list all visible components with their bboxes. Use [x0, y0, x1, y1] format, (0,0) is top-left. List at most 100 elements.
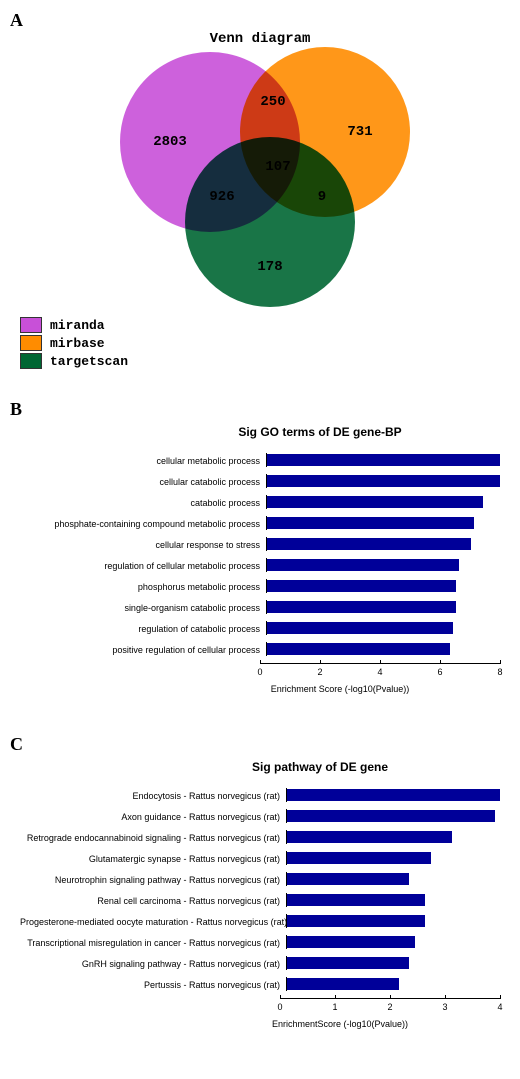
- bar-row: Pertussis - Rattus norvegicus (rat): [20, 974, 500, 993]
- venn-title: Venn diagram: [10, 31, 510, 47]
- bar-category: cellular response to stress: [155, 540, 260, 550]
- bar-category: catabolic process: [190, 498, 260, 508]
- legend-label: miranda: [50, 318, 105, 333]
- venn-count: 250: [260, 94, 285, 110]
- panel-a-label: A: [10, 10, 510, 31]
- panel-b: B Sig GO terms of DE gene-BP cellular me…: [10, 399, 510, 694]
- bar-row: Retrograde endocannabinoid signaling - R…: [20, 827, 500, 846]
- bar-category: regulation of catabolic process: [138, 624, 260, 634]
- bar-rect: [287, 852, 431, 864]
- bar-rect: [267, 517, 474, 529]
- bar-row: cellular catabolic process: [20, 471, 500, 490]
- bar-row: positive regulation of cellular process: [20, 639, 500, 658]
- chart-b-bars: cellular metabolic process cellular catab…: [20, 449, 500, 659]
- bar-rect: [287, 957, 409, 969]
- axis-tick-label: 3: [442, 1002, 447, 1012]
- bar-category: Pertussis - Rattus norvegicus (rat): [144, 980, 280, 990]
- bar-rect: [267, 622, 453, 634]
- bar-category: Glutamatergic synapse - Rattus norvegicu…: [89, 854, 280, 864]
- bar-rect: [267, 475, 500, 487]
- bar-rect: [267, 454, 500, 466]
- bar-row: GnRH signaling pathway - Rattus norvegic…: [20, 953, 500, 972]
- bar-rect: [287, 978, 399, 990]
- chart-c-axis: 01234: [280, 998, 500, 1017]
- bar-row: regulation of catabolic process: [20, 618, 500, 637]
- bar-rect: [267, 601, 456, 613]
- bar-category: cellular catabolic process: [159, 477, 260, 487]
- go-terms-chart: Sig GO terms of DE gene-BP cellular meta…: [10, 425, 510, 694]
- bar-rect: [267, 496, 483, 508]
- venn-diagram: 28032507319261079178: [110, 47, 410, 307]
- bar-row: Axon guidance - Rattus norvegicus (rat): [20, 806, 500, 825]
- axis-tick-label: 0: [257, 667, 262, 677]
- bar-category: phosphate-containing compound metabolic …: [54, 519, 260, 529]
- pathway-chart: Sig pathway of DE gene Endocytosis - Rat…: [10, 760, 510, 1029]
- bar-rect: [267, 580, 456, 592]
- axis-tick-label: 2: [387, 1002, 392, 1012]
- chart-c-title: Sig pathway of DE gene: [140, 760, 500, 774]
- venn-legend: miranda mirbase targetscan: [20, 317, 510, 369]
- bar-category: Endocytosis - Rattus norvegicus (rat): [132, 791, 280, 801]
- legend-item: mirbase: [20, 335, 510, 351]
- chart-b-title: Sig GO terms of DE gene-BP: [140, 425, 500, 439]
- bar-rect: [287, 936, 415, 948]
- chart-c-bars: Endocytosis - Rattus norvegicus (rat) Axo…: [20, 784, 500, 994]
- legend-label: mirbase: [50, 336, 105, 351]
- bar-rect: [287, 894, 425, 906]
- bar-category: Transcriptional misregulation in cancer …: [27, 938, 280, 948]
- panel-c-label: C: [10, 734, 510, 755]
- axis-tick-label: 4: [377, 667, 382, 677]
- venn-count: 926: [209, 189, 234, 205]
- axis-tick-label: 6: [437, 667, 442, 677]
- panel-c: C Sig pathway of DE gene Endocytosis - R…: [10, 734, 510, 1029]
- bar-rect: [287, 873, 409, 885]
- bar-row: Progesterone-mediated oocyte maturation …: [20, 911, 500, 930]
- bar-rect: [267, 538, 471, 550]
- bar-row: cellular metabolic process: [20, 450, 500, 469]
- chart-c-xlabel: EnrichmentScore (-log10(Pvalue)): [180, 1019, 500, 1029]
- bar-rect: [287, 831, 452, 843]
- bar-category: cellular metabolic process: [156, 456, 260, 466]
- bar-row: Neurotrophin signaling pathway - Rattus …: [20, 869, 500, 888]
- axis-tick-label: 4: [497, 1002, 502, 1012]
- venn-count: 107: [265, 159, 290, 175]
- venn-count: 9: [318, 189, 326, 205]
- legend-swatch: [20, 317, 42, 333]
- legend-item: miranda: [20, 317, 510, 333]
- bar-category: Retrograde endocannabinoid signaling - R…: [27, 833, 280, 843]
- bar-category: Neurotrophin signaling pathway - Rattus …: [55, 875, 280, 885]
- bar-category: GnRH signaling pathway - Rattus norvegic…: [82, 959, 280, 969]
- bar-rect: [267, 643, 450, 655]
- bar-row: Renal cell carcinoma - Rattus norvegicus…: [20, 890, 500, 909]
- bar-rect: [287, 810, 495, 822]
- bar-category: phosphorus metabolic process: [138, 582, 260, 592]
- panel-a: A Venn diagram 28032507319261079178 mira…: [10, 10, 510, 369]
- bar-rect: [287, 915, 425, 927]
- legend-label: targetscan: [50, 354, 128, 369]
- chart-b-xlabel: Enrichment Score (-log10(Pvalue)): [180, 684, 500, 694]
- bar-category: positive regulation of cellular process: [112, 645, 260, 655]
- bar-row: cellular response to stress: [20, 534, 500, 553]
- bar-category: single-organism catabolic process: [124, 603, 260, 613]
- bar-category: Axon guidance - Rattus norvegicus (rat): [121, 812, 280, 822]
- legend-item: targetscan: [20, 353, 510, 369]
- legend-swatch: [20, 353, 42, 369]
- bar-rect: [267, 559, 459, 571]
- venn-count: 178: [257, 259, 282, 275]
- axis-tick-label: 8: [497, 667, 502, 677]
- bar-row: phosphate-containing compound metabolic …: [20, 513, 500, 532]
- bar-row: single-organism catabolic process: [20, 597, 500, 616]
- bar-category: regulation of cellular metabolic process: [104, 561, 260, 571]
- bar-row: Endocytosis - Rattus norvegicus (rat): [20, 785, 500, 804]
- bar-category: Renal cell carcinoma - Rattus norvegicus…: [97, 896, 280, 906]
- bar-rect: [287, 789, 500, 801]
- axis-tick-label: 2: [317, 667, 322, 677]
- venn-count: 731: [347, 124, 372, 140]
- chart-b-axis: 0 2 4 6 8: [260, 663, 500, 682]
- bar-row: regulation of cellular metabolic process: [20, 555, 500, 574]
- axis-tick-label: 0: [277, 1002, 282, 1012]
- bar-row: Transcriptional misregulation in cancer …: [20, 932, 500, 951]
- bar-row: Glutamatergic synapse - Rattus norvegicu…: [20, 848, 500, 867]
- bar-category: Progesterone-mediated oocyte maturation …: [20, 917, 286, 927]
- legend-swatch: [20, 335, 42, 351]
